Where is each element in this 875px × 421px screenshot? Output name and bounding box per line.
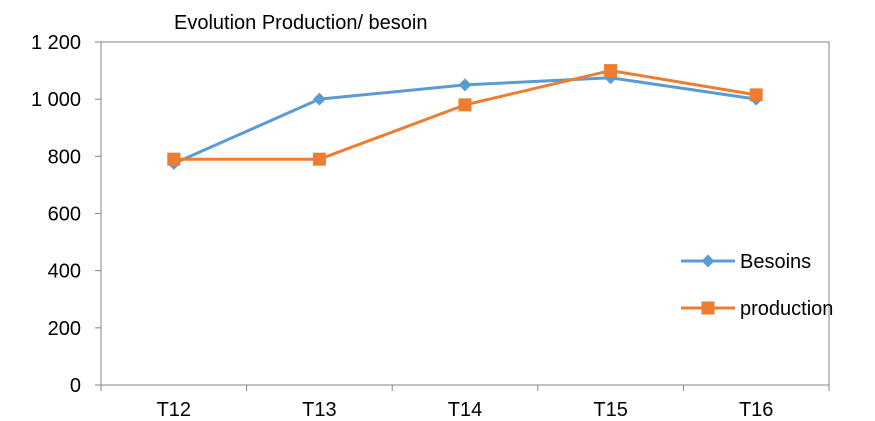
y-tick-label: 1 200 bbox=[31, 32, 81, 54]
legend: Besoins production bbox=[681, 251, 833, 320]
series-layer bbox=[167, 64, 763, 170]
y-tick-label: 1 000 bbox=[31, 89, 81, 111]
data-point bbox=[604, 64, 618, 78]
y-axis-ticks: 0 200 400 600 800 1 000 1 200 bbox=[31, 32, 101, 397]
data-point bbox=[312, 92, 326, 106]
legend-label: production bbox=[740, 298, 833, 320]
chart-title: Evolution Production/ besoin bbox=[174, 12, 428, 34]
y-tick-label: 0 bbox=[70, 375, 81, 397]
y-tick-label: 200 bbox=[48, 318, 81, 340]
legend-marker bbox=[701, 301, 715, 315]
x-tick-label: T14 bbox=[448, 399, 482, 421]
legend-label: Besoins bbox=[740, 251, 811, 273]
legend-item: production bbox=[681, 298, 833, 320]
data-point bbox=[749, 88, 763, 102]
legend-marker bbox=[701, 254, 715, 268]
y-tick-label: 800 bbox=[48, 146, 81, 168]
data-point bbox=[458, 78, 472, 92]
series-production bbox=[167, 64, 763, 166]
data-point bbox=[167, 152, 181, 166]
y-tick-label: 400 bbox=[48, 261, 81, 283]
data-point bbox=[312, 152, 326, 166]
y-tick-label: 600 bbox=[48, 204, 81, 226]
x-tick-label: T13 bbox=[302, 399, 336, 421]
x-axis-ticks: T12 T13 T14 T15 T16 bbox=[100, 385, 830, 421]
x-tick-label: T12 bbox=[157, 399, 191, 421]
legend-item: Besoins bbox=[681, 251, 811, 273]
data-point bbox=[458, 98, 472, 112]
series-besoins bbox=[167, 71, 763, 170]
x-tick-label: T15 bbox=[593, 399, 627, 421]
x-tick-label: T16 bbox=[739, 399, 773, 421]
